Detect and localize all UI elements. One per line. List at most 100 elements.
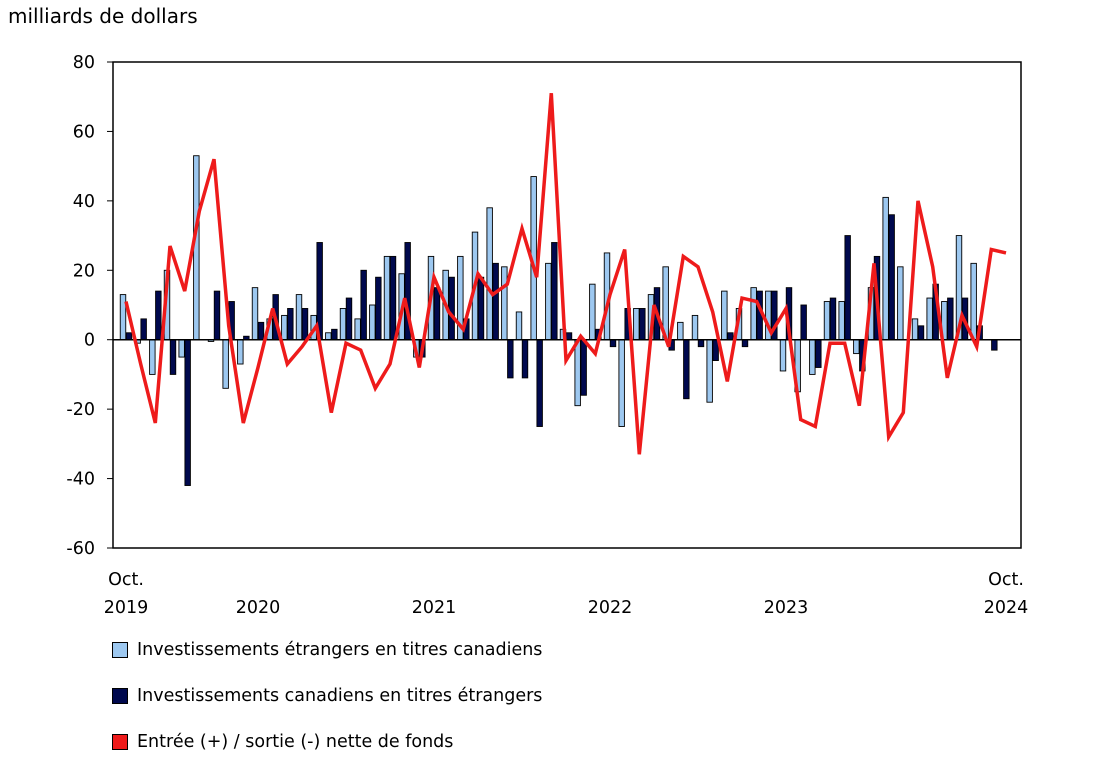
bar-foreign <box>779 339 787 372</box>
bar-foreign <box>295 294 303 341</box>
y-tick-label: -60 <box>66 539 95 559</box>
legend-label-net: Entrée (+) / sortie (-) nette de fonds <box>137 732 454 752</box>
legend: Investissements étrangers en titres cana… <box>112 638 542 776</box>
legend-label-foreign: Investissements étrangers en titres cana… <box>137 640 543 660</box>
y-axis-ticks: -60 -40 -20 0 20 40 60 80 <box>66 53 113 559</box>
legend-item-canadian: Investissements canadiens en titres étra… <box>112 684 542 708</box>
bar-foreign <box>383 255 391 341</box>
bar-canadian <box>551 242 558 341</box>
bar-foreign <box>178 339 185 358</box>
bar-foreign <box>897 266 904 341</box>
bar-foreign <box>911 318 919 341</box>
bar-foreign <box>486 207 493 341</box>
bar-canadian <box>257 321 265 341</box>
bar-canadian <box>639 308 646 341</box>
bar-canadian <box>360 269 367 341</box>
bar-foreign <box>354 318 361 341</box>
bar-foreign <box>545 262 552 341</box>
bar-canadian <box>521 339 529 379</box>
net-flow-line <box>124 93 1007 455</box>
bar-foreign <box>809 339 816 375</box>
bar-foreign <box>721 290 728 341</box>
y-tick-label: 0 <box>84 331 95 351</box>
bar-canadian <box>389 255 397 341</box>
bar-canadian <box>477 276 485 341</box>
bar-foreign <box>706 339 713 403</box>
bar-foreign <box>926 297 933 341</box>
legend-swatch-foreign <box>112 642 128 658</box>
x-label-year: 2020 <box>236 598 281 618</box>
bar-canadian <box>815 339 822 368</box>
bar-canadian <box>301 308 309 341</box>
bar-foreign <box>369 304 376 341</box>
y-tick-label: -20 <box>66 400 95 420</box>
bar-canadian <box>433 287 441 341</box>
bar-foreign <box>501 266 508 341</box>
bar-canadian <box>697 339 705 348</box>
x-label-year: 2022 <box>588 598 633 618</box>
bar-foreign <box>339 308 347 341</box>
bar-canadian <box>345 297 353 341</box>
bar-foreign <box>237 339 244 365</box>
bar-foreign <box>618 339 625 427</box>
legend-label-canadian: Investissements canadiens en titres étra… <box>137 686 543 706</box>
bar-canadian <box>917 325 925 341</box>
bar-canadian <box>800 304 807 341</box>
bar-foreign <box>325 332 332 341</box>
bar-canadian <box>184 339 191 486</box>
bar-foreign <box>633 308 640 341</box>
bar-canadian <box>140 318 147 341</box>
x-label-month: Oct. <box>988 570 1024 590</box>
x-axis-labels: Oct. 2019 2020 2021 2022 2023 Oct. 2024 <box>104 570 1029 618</box>
bar-foreign <box>251 287 259 341</box>
bar-canadian <box>609 339 617 348</box>
bar-canadian <box>155 290 162 341</box>
bar-canadian <box>947 297 954 341</box>
bar-foreign <box>119 294 127 341</box>
y-tick-label: 20 <box>73 261 95 281</box>
x-label-year: 2021 <box>412 598 457 618</box>
legend-swatch-net <box>112 734 128 750</box>
bar-canadian <box>888 214 895 341</box>
bar-canadian <box>580 339 587 396</box>
x-label-year: 2023 <box>764 598 809 618</box>
bar-canadian <box>507 339 514 379</box>
bar-canadian <box>213 290 221 341</box>
bar-canadian <box>492 262 499 341</box>
bar-foreign <box>838 301 845 341</box>
bar-foreign <box>677 321 684 341</box>
legend-swatch-canadian <box>112 688 128 704</box>
bar-canadian <box>829 297 837 341</box>
y-tick-label: 80 <box>73 53 95 73</box>
y-axis-unit-label: milliards de dollars <box>8 4 198 28</box>
net-flow-line-group <box>124 93 1007 455</box>
bar-canadian <box>683 339 690 400</box>
bar-canadian <box>448 276 455 341</box>
plot-border <box>112 61 1022 549</box>
plot-frame <box>112 61 1022 549</box>
x-label-year: 2024 <box>984 598 1029 618</box>
bar-foreign <box>281 314 288 341</box>
bar-foreign <box>823 301 831 341</box>
y-tick-label: 60 <box>73 122 95 142</box>
bar-canadian <box>169 339 177 375</box>
bar-canadian <box>844 235 851 341</box>
x-label-year: 2019 <box>104 598 149 618</box>
bar-canadian <box>536 339 543 427</box>
bar-foreign <box>970 262 977 341</box>
bar-canadian <box>331 328 338 341</box>
bar-foreign <box>589 283 596 341</box>
legend-item-foreign: Investissements étrangers en titres cana… <box>112 638 542 662</box>
bar-foreign <box>691 314 699 341</box>
bar-foreign <box>574 339 581 407</box>
bar-foreign <box>882 196 889 341</box>
y-tick-label: -40 <box>66 470 95 490</box>
legend-item-net: Entrée (+) / sortie (-) nette de fonds <box>112 730 542 754</box>
y-tick-label: 40 <box>73 192 95 212</box>
bar-foreign <box>515 311 523 341</box>
bar-canadian <box>741 339 749 348</box>
bar-canadian <box>727 332 734 341</box>
bar-foreign <box>853 339 860 355</box>
x-label-month: Oct. <box>108 570 144 590</box>
